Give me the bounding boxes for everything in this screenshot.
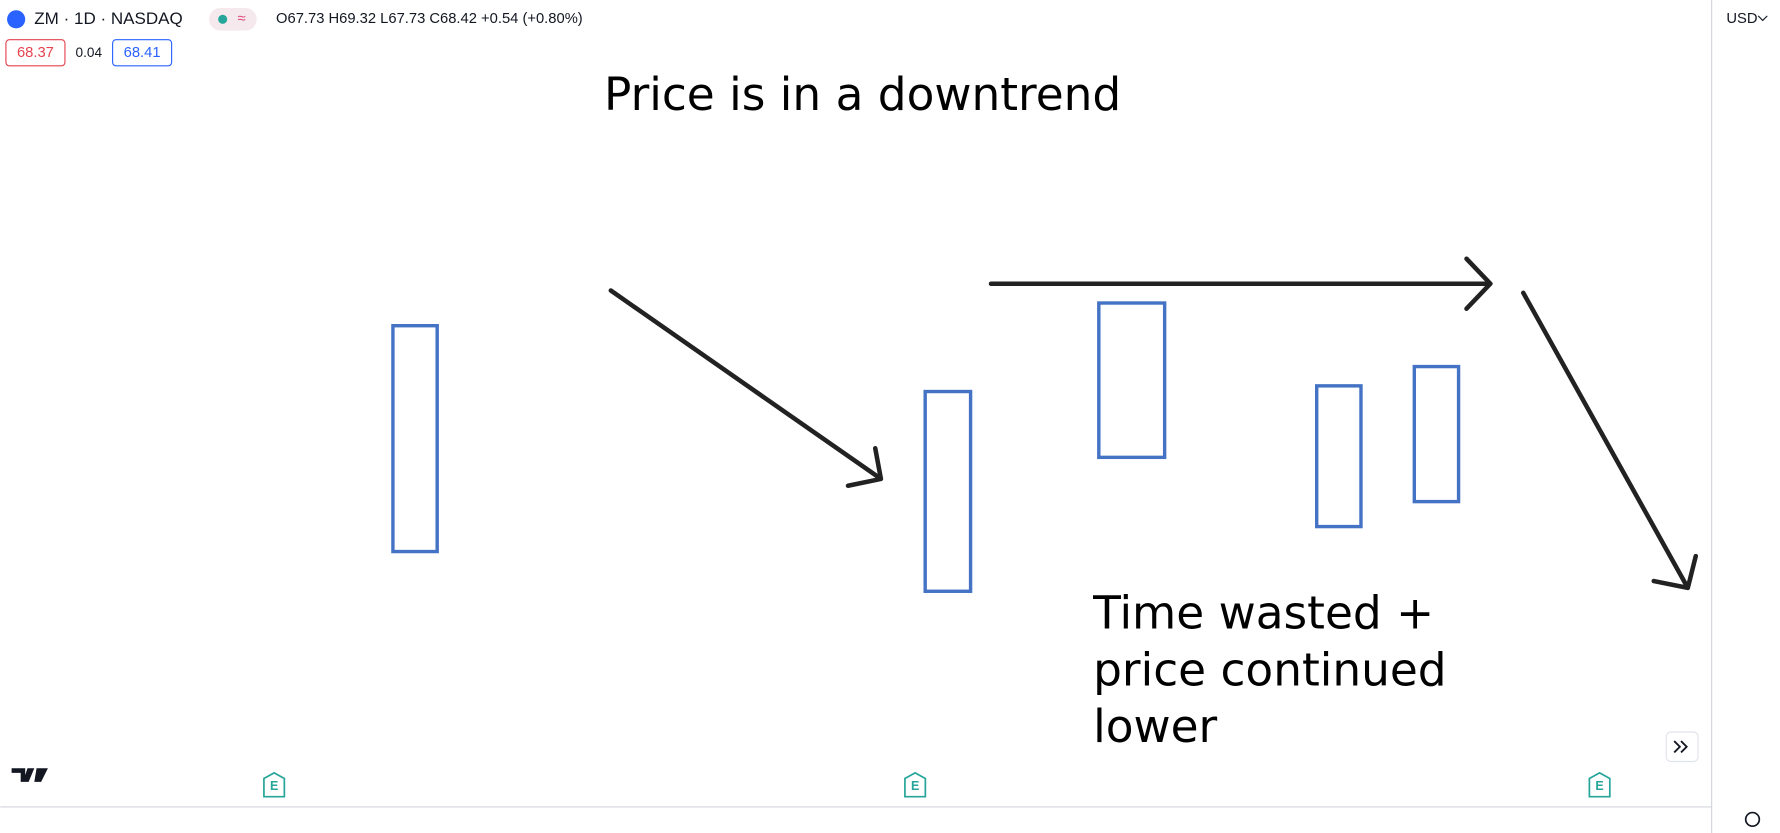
annotation: Price is in a downtrend (604, 68, 1121, 121)
settings-icon[interactable] (1744, 811, 1761, 828)
header-bg (0, 4, 568, 35)
annotation: price continued (1093, 643, 1446, 696)
earnings-marker (904, 771, 927, 798)
annotation: Time wasted + (1092, 587, 1434, 640)
highlight-box (391, 324, 439, 554)
highlight-box (923, 389, 973, 593)
spread: 0.04 (76, 45, 103, 60)
bid: 68.37 (17, 45, 54, 61)
currency[interactable]: USD (1726, 11, 1757, 27)
ask-box[interactable] (112, 39, 173, 67)
earnings-marker (263, 771, 286, 798)
earnings-label: E (911, 779, 919, 793)
earnings-label: E (1595, 779, 1603, 793)
earnings-label: E (270, 779, 278, 793)
scroll-button[interactable] (1665, 731, 1699, 763)
highlight-box (1315, 384, 1363, 529)
arrows (608, 256, 1699, 591)
bid-box[interactable] (5, 39, 66, 67)
arrow (1520, 290, 1699, 591)
highlight-box (1412, 364, 1461, 504)
annotation: lower (1093, 700, 1217, 753)
ask: 68.41 (124, 45, 161, 61)
arrow (608, 288, 884, 488)
scroll-icon (1673, 740, 1688, 754)
arrow (988, 256, 1493, 311)
symbol: ZM · 1D · NASDAQ (34, 9, 182, 28)
status-pill (209, 7, 257, 31)
symbol-logo (7, 10, 26, 29)
currency-caret (1757, 15, 1768, 22)
earnings-marker (1588, 771, 1611, 798)
highlight-box (1097, 301, 1167, 460)
ohlc-readout: O67.73 H69.32 L67.73 C68.42 +0.54 (+0.80… (276, 11, 583, 27)
status-icon: ≈ (237, 11, 245, 27)
logo[interactable] (11, 768, 48, 782)
status-dot (218, 14, 228, 24)
